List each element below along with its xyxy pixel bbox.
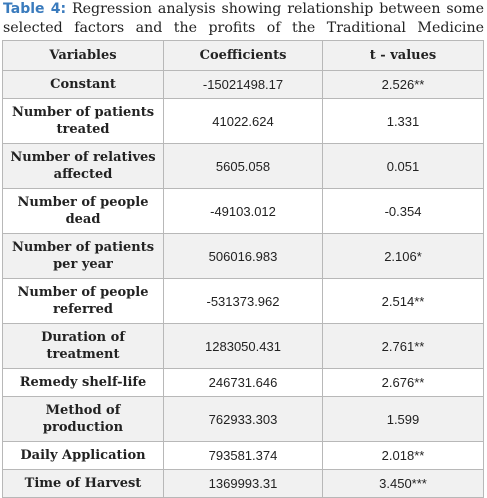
header-t-values: t - values [322,40,484,71]
coefficient-cell: 762933.303 [163,396,323,442]
variable-cell: Number of relatives affected [2,143,164,189]
coefficient-cell: 246731.646 [163,368,323,397]
table-row: Number of people dead -49103.012 -0.354 [2,188,484,234]
table-row: Number of relatives affected 5605.058 0.… [2,143,484,189]
t-value-cell: 2.526** [322,70,484,99]
t-value-cell: 2.106* [322,233,484,279]
table-row: Constant -15021498.17 2.526** [2,70,484,99]
table-row: Number of people referred -531373.962 2.… [2,278,484,324]
t-value-cell: 1.599 [322,396,484,442]
regression-table: Variables Coefficients t - values Consta… [2,40,484,498]
t-value-cell: -0.354 [322,188,484,234]
t-value-cell: 1.331 [322,98,484,144]
variable-cell: Remedy shelf-life [2,368,164,397]
variable-cell: Number of patients treated [2,98,164,144]
table-row: Remedy shelf-life 246731.646 2.676** [2,368,484,397]
coefficient-cell: 506016.983 [163,233,323,279]
coefficient-cell: 1283050.431 [163,323,323,369]
coefficient-cell: 5605.058 [163,143,323,189]
variable-cell: Number of patients per year [2,233,164,279]
t-value-cell: 2.676** [322,368,484,397]
coefficient-cell: 1369993.31 [163,469,323,498]
variable-cell: Time of Harvest [2,469,164,498]
coefficient-cell: 793581.374 [163,441,323,470]
variable-cell: Number of people referred [2,278,164,324]
t-value-cell: 2.761** [322,323,484,369]
variable-cell: Method of production [2,396,164,442]
table-row: Number of patients per year 506016.983 2… [2,233,484,279]
table-row: Number of patients treated 41022.624 1.3… [2,98,484,144]
variable-cell: Constant [2,70,164,99]
coefficient-cell: -15021498.17 [163,70,323,99]
coefficient-cell: 41022.624 [163,98,323,144]
table-label: Table 4: [3,1,67,17]
t-value-cell: 2.514** [322,278,484,324]
header-coefficients: Coefficients [163,40,323,71]
table-row: Time of Harvest 1369993.31 3.450*** [2,469,484,498]
coefficient-cell: -531373.962 [163,278,323,324]
t-value-cell: 2.018** [322,441,484,470]
table-row: Daily Application 793581.374 2.018** [2,441,484,470]
variable-cell: Duration of treatment [2,323,164,369]
table-row: Duration of treatment 1283050.431 2.761*… [2,323,484,369]
variable-cell: Daily Application [2,441,164,470]
coefficient-cell: -49103.012 [163,188,323,234]
t-value-cell: 3.450*** [322,469,484,498]
t-value-cell: 0.051 [322,143,484,189]
header-variables: Variables [2,40,164,71]
variable-cell: Number of people dead [2,188,164,234]
table-row: Method of production 762933.303 1.599 [2,396,484,442]
header-row: Variables Coefficients t - values [2,40,484,71]
